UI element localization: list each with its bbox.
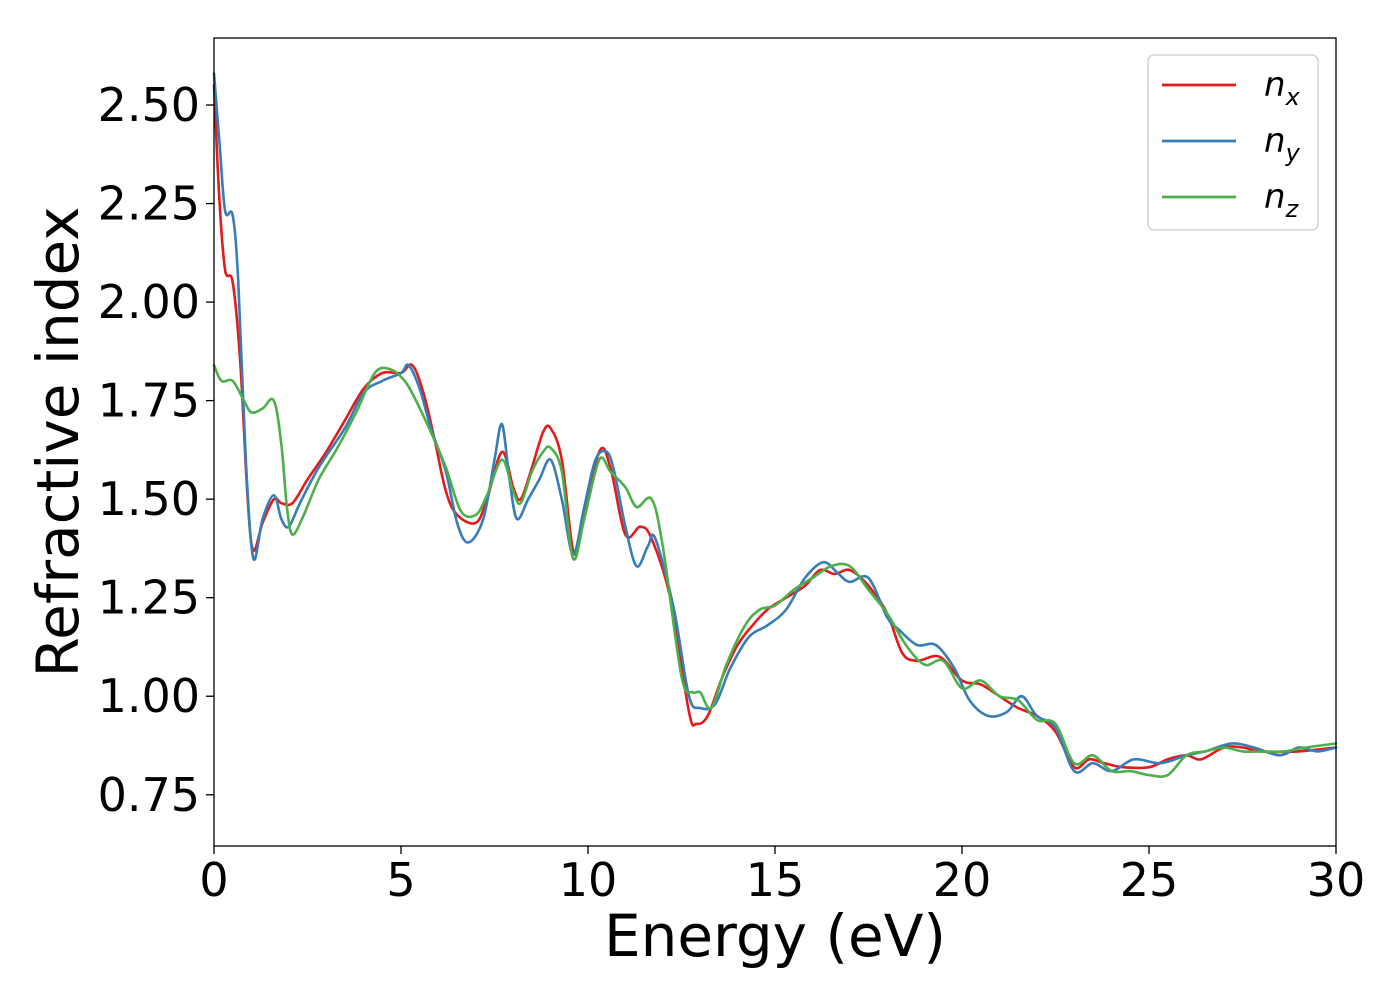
- y-tick-label: 1.25: [98, 571, 200, 625]
- x-axis-label: Energy (eV): [604, 902, 946, 970]
- legend-box: [1147, 54, 1319, 231]
- x-tick-label: 20: [933, 853, 992, 907]
- series-layer: [212, 72, 1338, 778]
- y-tick-label: 1.75: [98, 374, 200, 428]
- y-tick-label: 2.50: [98, 78, 200, 132]
- y-tick-label: 2.25: [98, 177, 200, 231]
- y-axis-ticks: 0.75 1.00 1.25 1.50 1.75 2.00 2.25 2.50: [98, 78, 214, 822]
- y-tick-label: 1.50: [98, 472, 200, 526]
- series-line-ny: [212, 72, 1338, 774]
- x-tick-label: 25: [1120, 853, 1179, 907]
- x-axis-ticks: 0 5 10 15 20 25 30: [199, 846, 1365, 907]
- series-line-nz: [212, 363, 1338, 778]
- x-tick-label: 0: [199, 853, 228, 907]
- x-tick-label: 10: [559, 853, 618, 907]
- x-tick-label: 15: [746, 853, 805, 907]
- x-tick-label: 30: [1307, 853, 1366, 907]
- x-tick-label: 5: [386, 853, 415, 907]
- y-tick-label: 2.00: [98, 275, 200, 329]
- y-tick-label: 0.75: [98, 768, 200, 822]
- y-tick-label: 1.00: [98, 669, 200, 723]
- y-axis-label: Refractive index: [24, 206, 92, 677]
